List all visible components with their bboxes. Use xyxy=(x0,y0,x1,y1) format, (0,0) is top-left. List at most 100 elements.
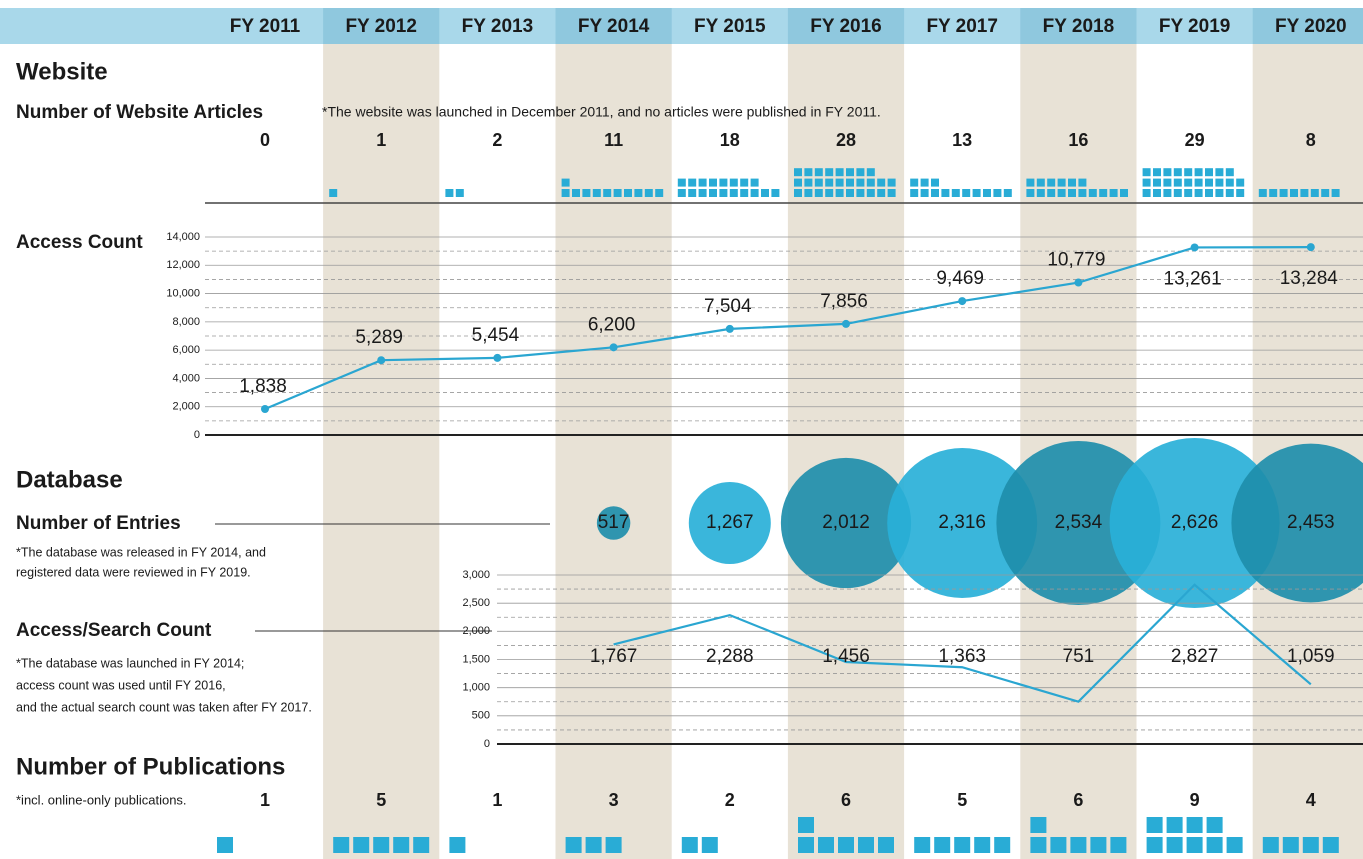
y-tick-label: 8,000 xyxy=(172,316,200,328)
unit-square xyxy=(333,837,350,853)
value-label: 2 xyxy=(492,130,502,150)
column-shade xyxy=(323,8,440,859)
chart-note: and the actual search count was taken af… xyxy=(16,700,312,714)
unit-square xyxy=(1068,178,1076,187)
year-label: FY 2020 xyxy=(1275,16,1346,37)
unit-square xyxy=(1173,168,1182,177)
unit-square xyxy=(804,168,813,177)
unit-square xyxy=(582,189,591,197)
unit-square xyxy=(856,189,865,197)
unit-square xyxy=(972,189,981,197)
unit-group xyxy=(217,837,233,853)
header-cell xyxy=(1020,8,1137,44)
value-label: 5 xyxy=(957,790,967,810)
unit-square xyxy=(1206,837,1223,853)
unit-square xyxy=(846,189,854,197)
y-tick-label: 4,000 xyxy=(172,372,200,384)
unit-square xyxy=(920,189,929,197)
unit-square xyxy=(701,837,718,853)
unit-square xyxy=(1310,189,1319,197)
unit-square xyxy=(941,189,950,197)
line xyxy=(613,583,1312,703)
unit-square xyxy=(1236,178,1245,187)
value-label: 7,856 xyxy=(820,291,868,312)
value-label: 6 xyxy=(1073,790,1083,810)
value-label: 2 xyxy=(725,790,735,810)
header-cell xyxy=(323,8,440,44)
unit-group xyxy=(914,837,1011,853)
unit-square xyxy=(794,189,802,197)
unit-square xyxy=(878,837,894,853)
unit-square xyxy=(877,178,886,187)
unit-group xyxy=(681,837,718,853)
unit-square xyxy=(1184,189,1193,197)
value-label: 6,200 xyxy=(588,314,636,335)
unit-square xyxy=(1166,817,1183,833)
unit-square xyxy=(1331,189,1340,197)
unit-square xyxy=(794,178,802,187)
value-label: 2,626 xyxy=(1171,512,1219,533)
unit-square xyxy=(856,178,865,187)
unit-square xyxy=(951,189,960,197)
unit-square xyxy=(1184,168,1193,177)
chart-note: access count was used until FY 2016, xyxy=(16,678,226,692)
year-label: FY 2018 xyxy=(1043,16,1114,37)
year-label: FY 2011 xyxy=(230,16,301,37)
value-label: 751 xyxy=(1063,646,1095,667)
unit-square xyxy=(1163,168,1172,177)
point xyxy=(1306,243,1315,252)
unit-square xyxy=(413,837,430,853)
year-label: FY 2016 xyxy=(810,16,881,37)
y-tick-label: 0 xyxy=(484,738,490,750)
bubble xyxy=(1109,438,1280,608)
unit-group xyxy=(1258,189,1340,197)
unit-square xyxy=(572,189,580,197)
value-label: 1,767 xyxy=(590,646,638,667)
unit-square xyxy=(750,189,759,197)
value-label: 0 xyxy=(260,130,270,150)
unit-square xyxy=(1262,837,1279,853)
unit-square xyxy=(688,189,697,197)
value-label: 1,838 xyxy=(239,376,287,397)
unit-square xyxy=(1290,189,1298,197)
unit-square xyxy=(681,837,698,853)
unit-square xyxy=(1322,837,1339,853)
unit-square xyxy=(1047,178,1056,187)
unit-square xyxy=(1215,178,1224,187)
unit-square xyxy=(698,189,707,197)
unit-square xyxy=(719,178,728,187)
chart-title: Number of Entries xyxy=(16,513,181,534)
unit-square xyxy=(1088,189,1097,197)
unit-square xyxy=(931,189,939,197)
unit-square xyxy=(1120,189,1128,197)
unit-group xyxy=(561,178,664,197)
unit-group xyxy=(1026,178,1128,197)
value-label: 4 xyxy=(1306,790,1316,810)
year-label: FY 2012 xyxy=(345,16,416,37)
value-label: 1,059 xyxy=(1287,646,1335,667)
chart-note: *The website was launched in December 20… xyxy=(322,104,881,120)
unit-square xyxy=(740,178,749,187)
point xyxy=(493,353,502,362)
value-label: 517 xyxy=(598,512,630,533)
unit-square xyxy=(794,168,802,177)
unit-group xyxy=(449,837,466,853)
unit-square xyxy=(740,189,749,197)
header-cell xyxy=(1252,8,1363,44)
unit-square xyxy=(644,189,653,197)
chart-note: *incl. online-only publications. xyxy=(16,792,187,807)
unit-square xyxy=(1236,189,1245,197)
value-label: 1,267 xyxy=(706,512,754,533)
unit-square xyxy=(858,837,874,853)
unit-square xyxy=(1153,189,1161,197)
unit-square xyxy=(655,189,664,197)
unit-group xyxy=(333,837,430,853)
unit-square xyxy=(624,189,632,197)
unit-square xyxy=(698,178,707,187)
unit-square xyxy=(1225,178,1234,187)
unit-square xyxy=(993,189,1002,197)
unit-square xyxy=(835,168,844,177)
unit-square xyxy=(1050,837,1067,853)
unit-square xyxy=(1194,178,1203,187)
unit-square xyxy=(1146,817,1163,833)
